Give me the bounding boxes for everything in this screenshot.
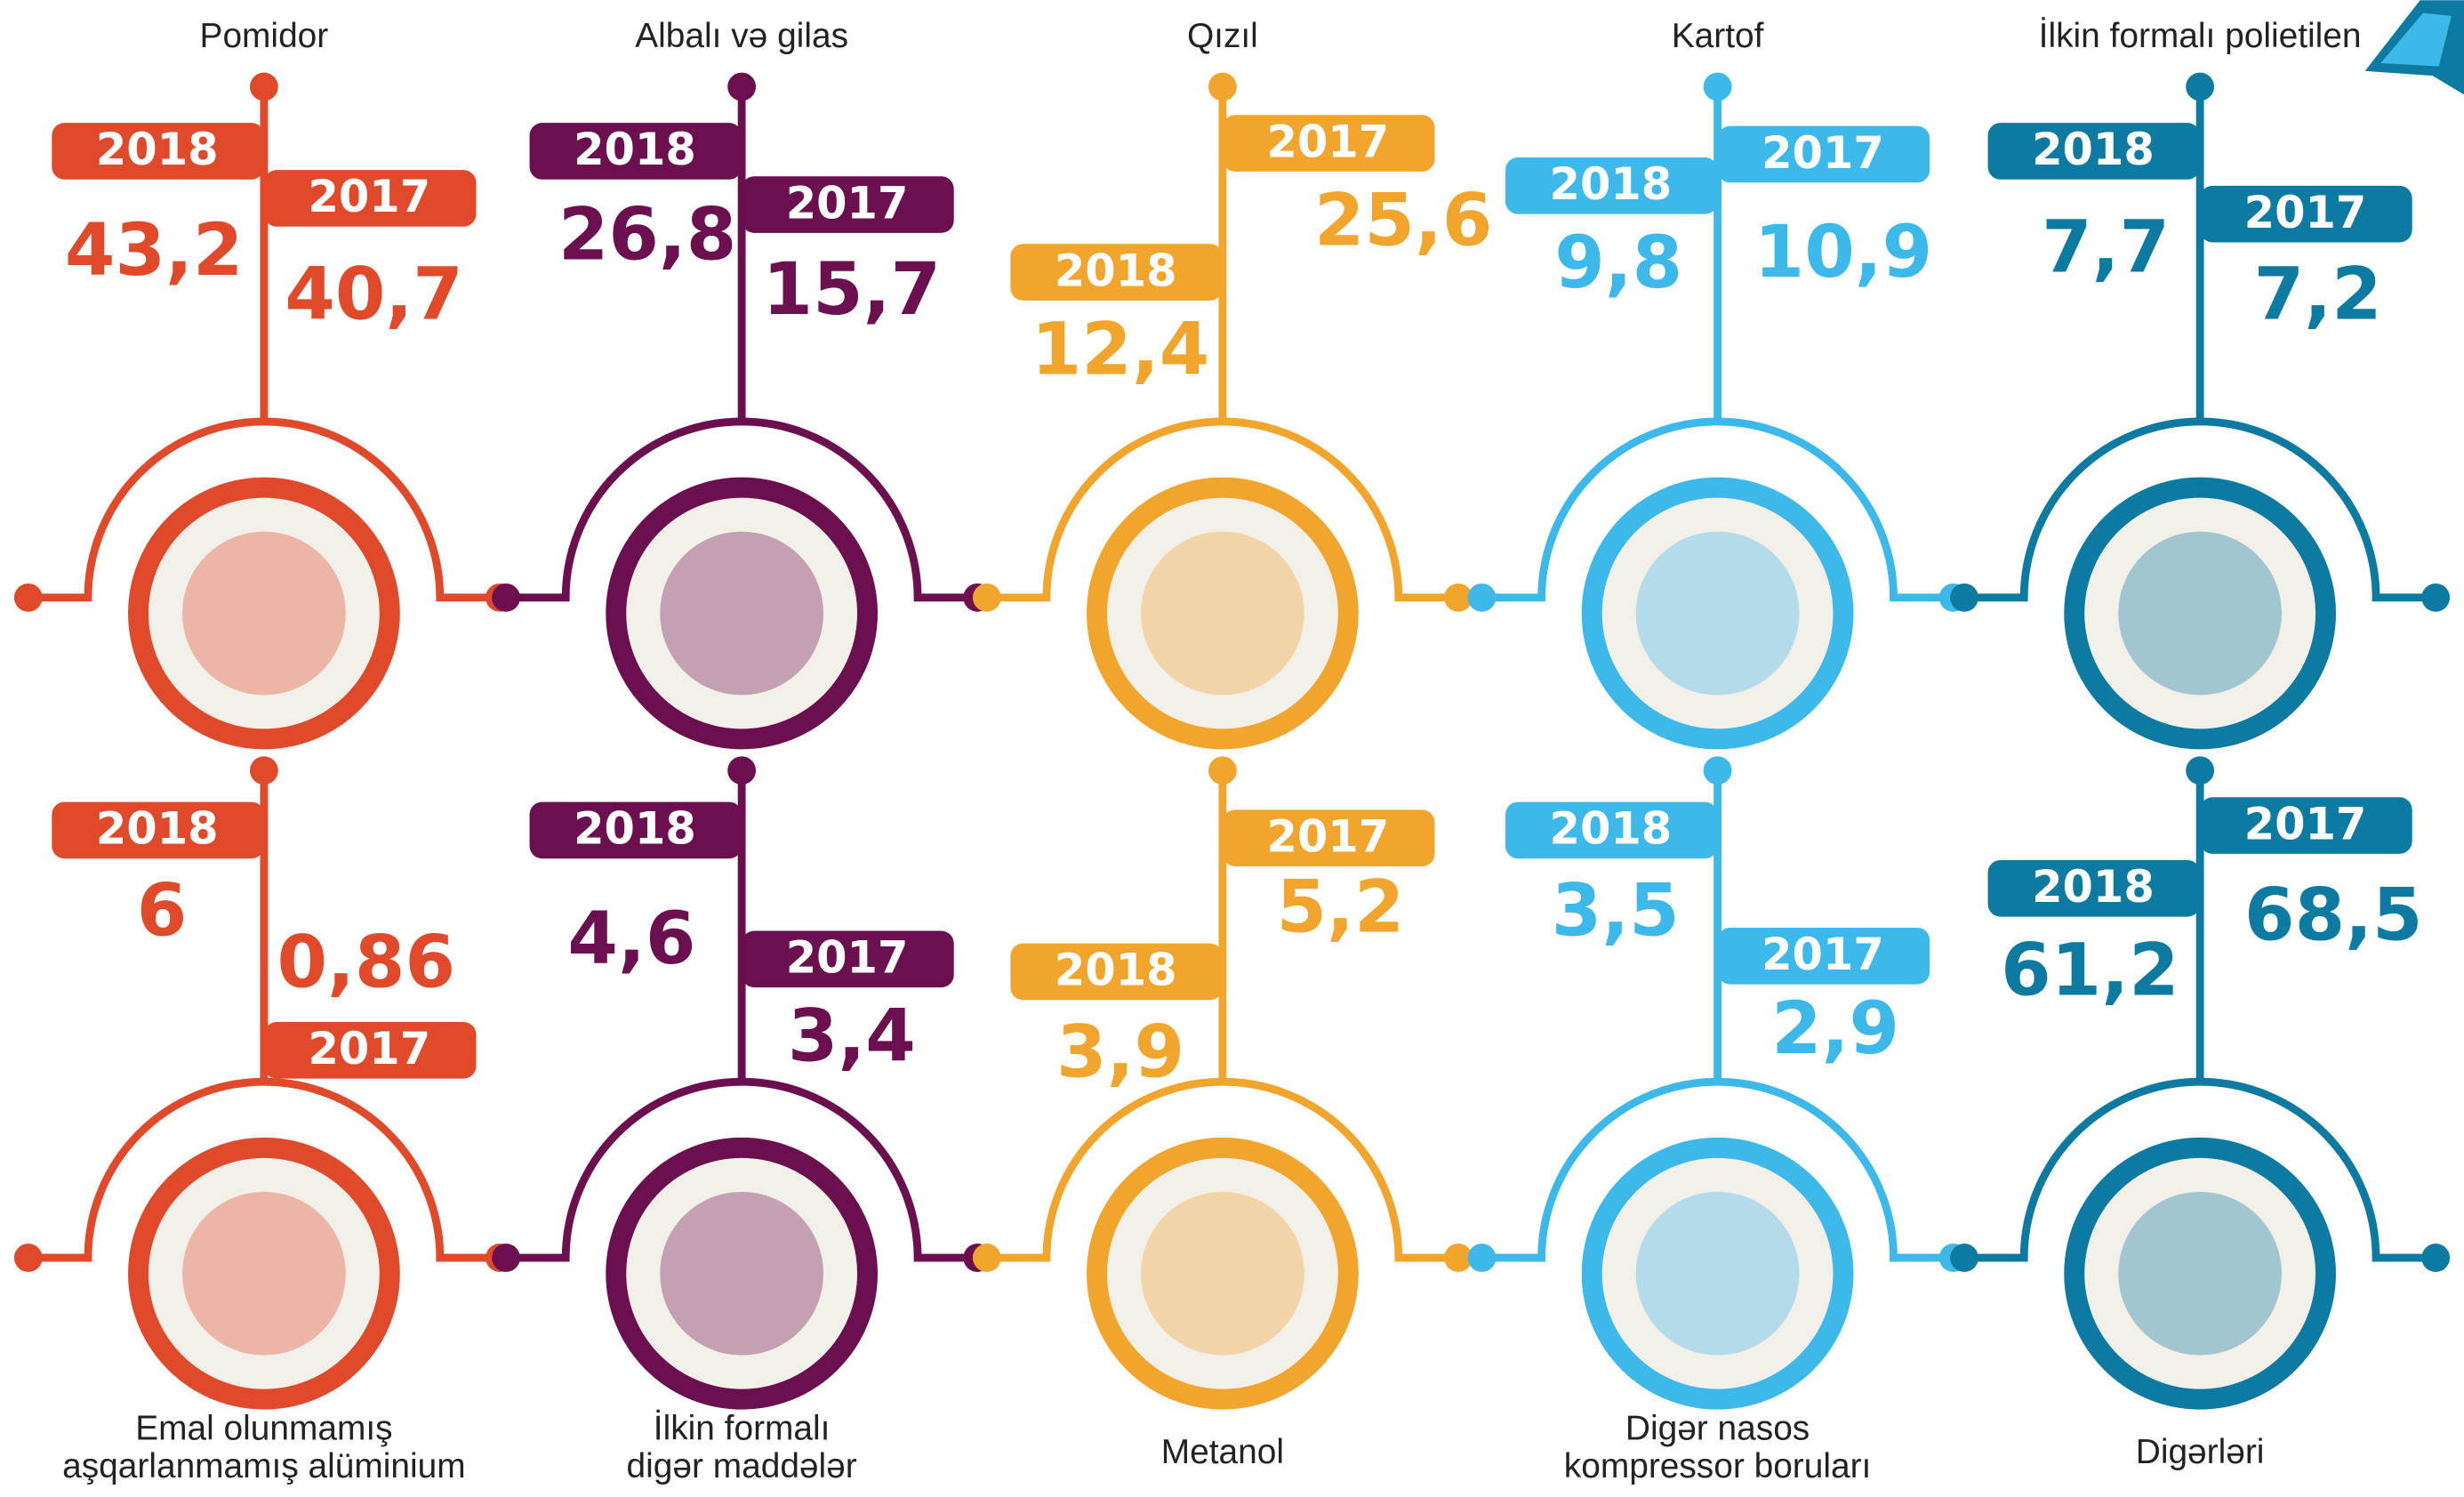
item-title: Pomidor xyxy=(200,17,329,55)
item-title: Digərləri xyxy=(2136,1433,2265,1471)
year-label: 2018 xyxy=(574,124,696,175)
value-label: 25,6 xyxy=(1314,179,1493,262)
stem-dot xyxy=(2186,756,2214,785)
year-label: 2017 xyxy=(1762,127,1884,179)
side-dot xyxy=(973,584,1001,612)
year-label: 2017 xyxy=(308,1023,430,1074)
stem-dot xyxy=(727,73,756,101)
stem-dot xyxy=(1704,73,1732,101)
side-dot xyxy=(492,1243,520,1272)
item-title: Kartof xyxy=(1672,17,1764,55)
picture xyxy=(2118,1192,2282,1356)
year-label: 2017 xyxy=(1266,116,1389,167)
picture xyxy=(1636,532,1800,696)
value-label: 3,4 xyxy=(788,995,916,1079)
value-label: 0,86 xyxy=(277,922,455,1005)
page: {"items": [ {"title_lines": ["Pomidor"],… xyxy=(0,0,2464,1497)
value-label: 3,5 xyxy=(1552,869,1680,953)
year-label: 2017 xyxy=(1266,810,1389,862)
value-label: 9,8 xyxy=(1554,221,1682,305)
year-label: 2018 xyxy=(2032,124,2155,175)
value-label: 7,7 xyxy=(2042,206,2170,290)
picture xyxy=(660,1192,823,1356)
year-label: 2017 xyxy=(786,932,909,984)
year-label: 2018 xyxy=(1055,245,1177,296)
item-title: Albalı və gilas xyxy=(635,17,848,55)
value-label: 5,2 xyxy=(1276,866,1404,950)
side-dot xyxy=(2421,584,2450,612)
value-label: 6 xyxy=(137,869,188,953)
year-label: 2017 xyxy=(308,171,430,222)
value-label: 61,2 xyxy=(2001,929,2179,1012)
stem-dot xyxy=(1704,756,1732,785)
picture xyxy=(182,532,346,696)
value-label: 43,2 xyxy=(65,209,244,293)
side-dot xyxy=(1468,1243,1497,1272)
value-label: 26,8 xyxy=(558,193,737,277)
side-dot xyxy=(492,584,520,612)
item-title: Digər nasos xyxy=(1625,1410,1810,1448)
value-label: 7,2 xyxy=(2254,254,2382,337)
value-label: 3,9 xyxy=(1056,1010,1184,1094)
item-title: Metanol xyxy=(1161,1433,1284,1471)
item-title: kompressor boruları xyxy=(1564,1447,1872,1485)
picture xyxy=(1141,1192,1304,1356)
year-label: 2017 xyxy=(2244,187,2367,238)
year-label: 2018 xyxy=(1550,158,1673,210)
value-label: 68,5 xyxy=(2244,874,2423,958)
stem-dot xyxy=(250,73,278,101)
year-label: 2017 xyxy=(1762,929,1884,980)
side-dot xyxy=(14,1243,43,1272)
picture xyxy=(1141,532,1304,696)
year-label: 2018 xyxy=(2032,861,2155,913)
item-title: digər maddələr xyxy=(627,1447,857,1485)
item-title: Qızıl xyxy=(1187,17,1258,55)
value-label: 4,6 xyxy=(567,897,695,981)
picture xyxy=(660,532,823,696)
value-label: 2,9 xyxy=(1771,987,1899,1071)
item-title: İlkin formalı xyxy=(654,1410,831,1448)
year-label: 2018 xyxy=(96,803,219,855)
year-label: 2018 xyxy=(96,124,219,175)
item-title: Emal olunmamış xyxy=(135,1410,392,1448)
value-label: 40,7 xyxy=(285,254,463,337)
year-label: 2018 xyxy=(1550,803,1673,855)
side-dot xyxy=(1950,584,1978,612)
picture xyxy=(1636,1192,1800,1356)
year-label: 2018 xyxy=(574,803,696,855)
value-label: 12,4 xyxy=(1031,308,1210,391)
side-dot xyxy=(14,584,43,612)
item-title: İlkin formalı polietilen xyxy=(2039,17,2362,55)
stem-dot xyxy=(1208,756,1237,785)
value-label: 10,9 xyxy=(1754,211,1933,294)
picture xyxy=(2118,532,2282,696)
stem-dot xyxy=(1208,73,1237,101)
item-title: aşqarlanmamış alüminium xyxy=(62,1447,466,1485)
side-dot xyxy=(973,1243,1001,1272)
side-dot xyxy=(1468,584,1497,612)
year-label: 2017 xyxy=(786,177,909,229)
infographic: 2018 43,2 2017 40,7 Pomidor 2018 26,8 2017 15,7 A… xyxy=(0,0,2464,1497)
value-label: 15,7 xyxy=(763,248,942,332)
side-dot xyxy=(2421,1243,2450,1272)
year-label: 2017 xyxy=(2244,798,2367,849)
stem-dot xyxy=(2186,73,2214,101)
stem-dot xyxy=(727,756,756,785)
stem-dot xyxy=(250,756,278,785)
picture xyxy=(182,1192,346,1356)
year-label: 2018 xyxy=(1055,945,1177,996)
side-dot xyxy=(1950,1243,1978,1272)
